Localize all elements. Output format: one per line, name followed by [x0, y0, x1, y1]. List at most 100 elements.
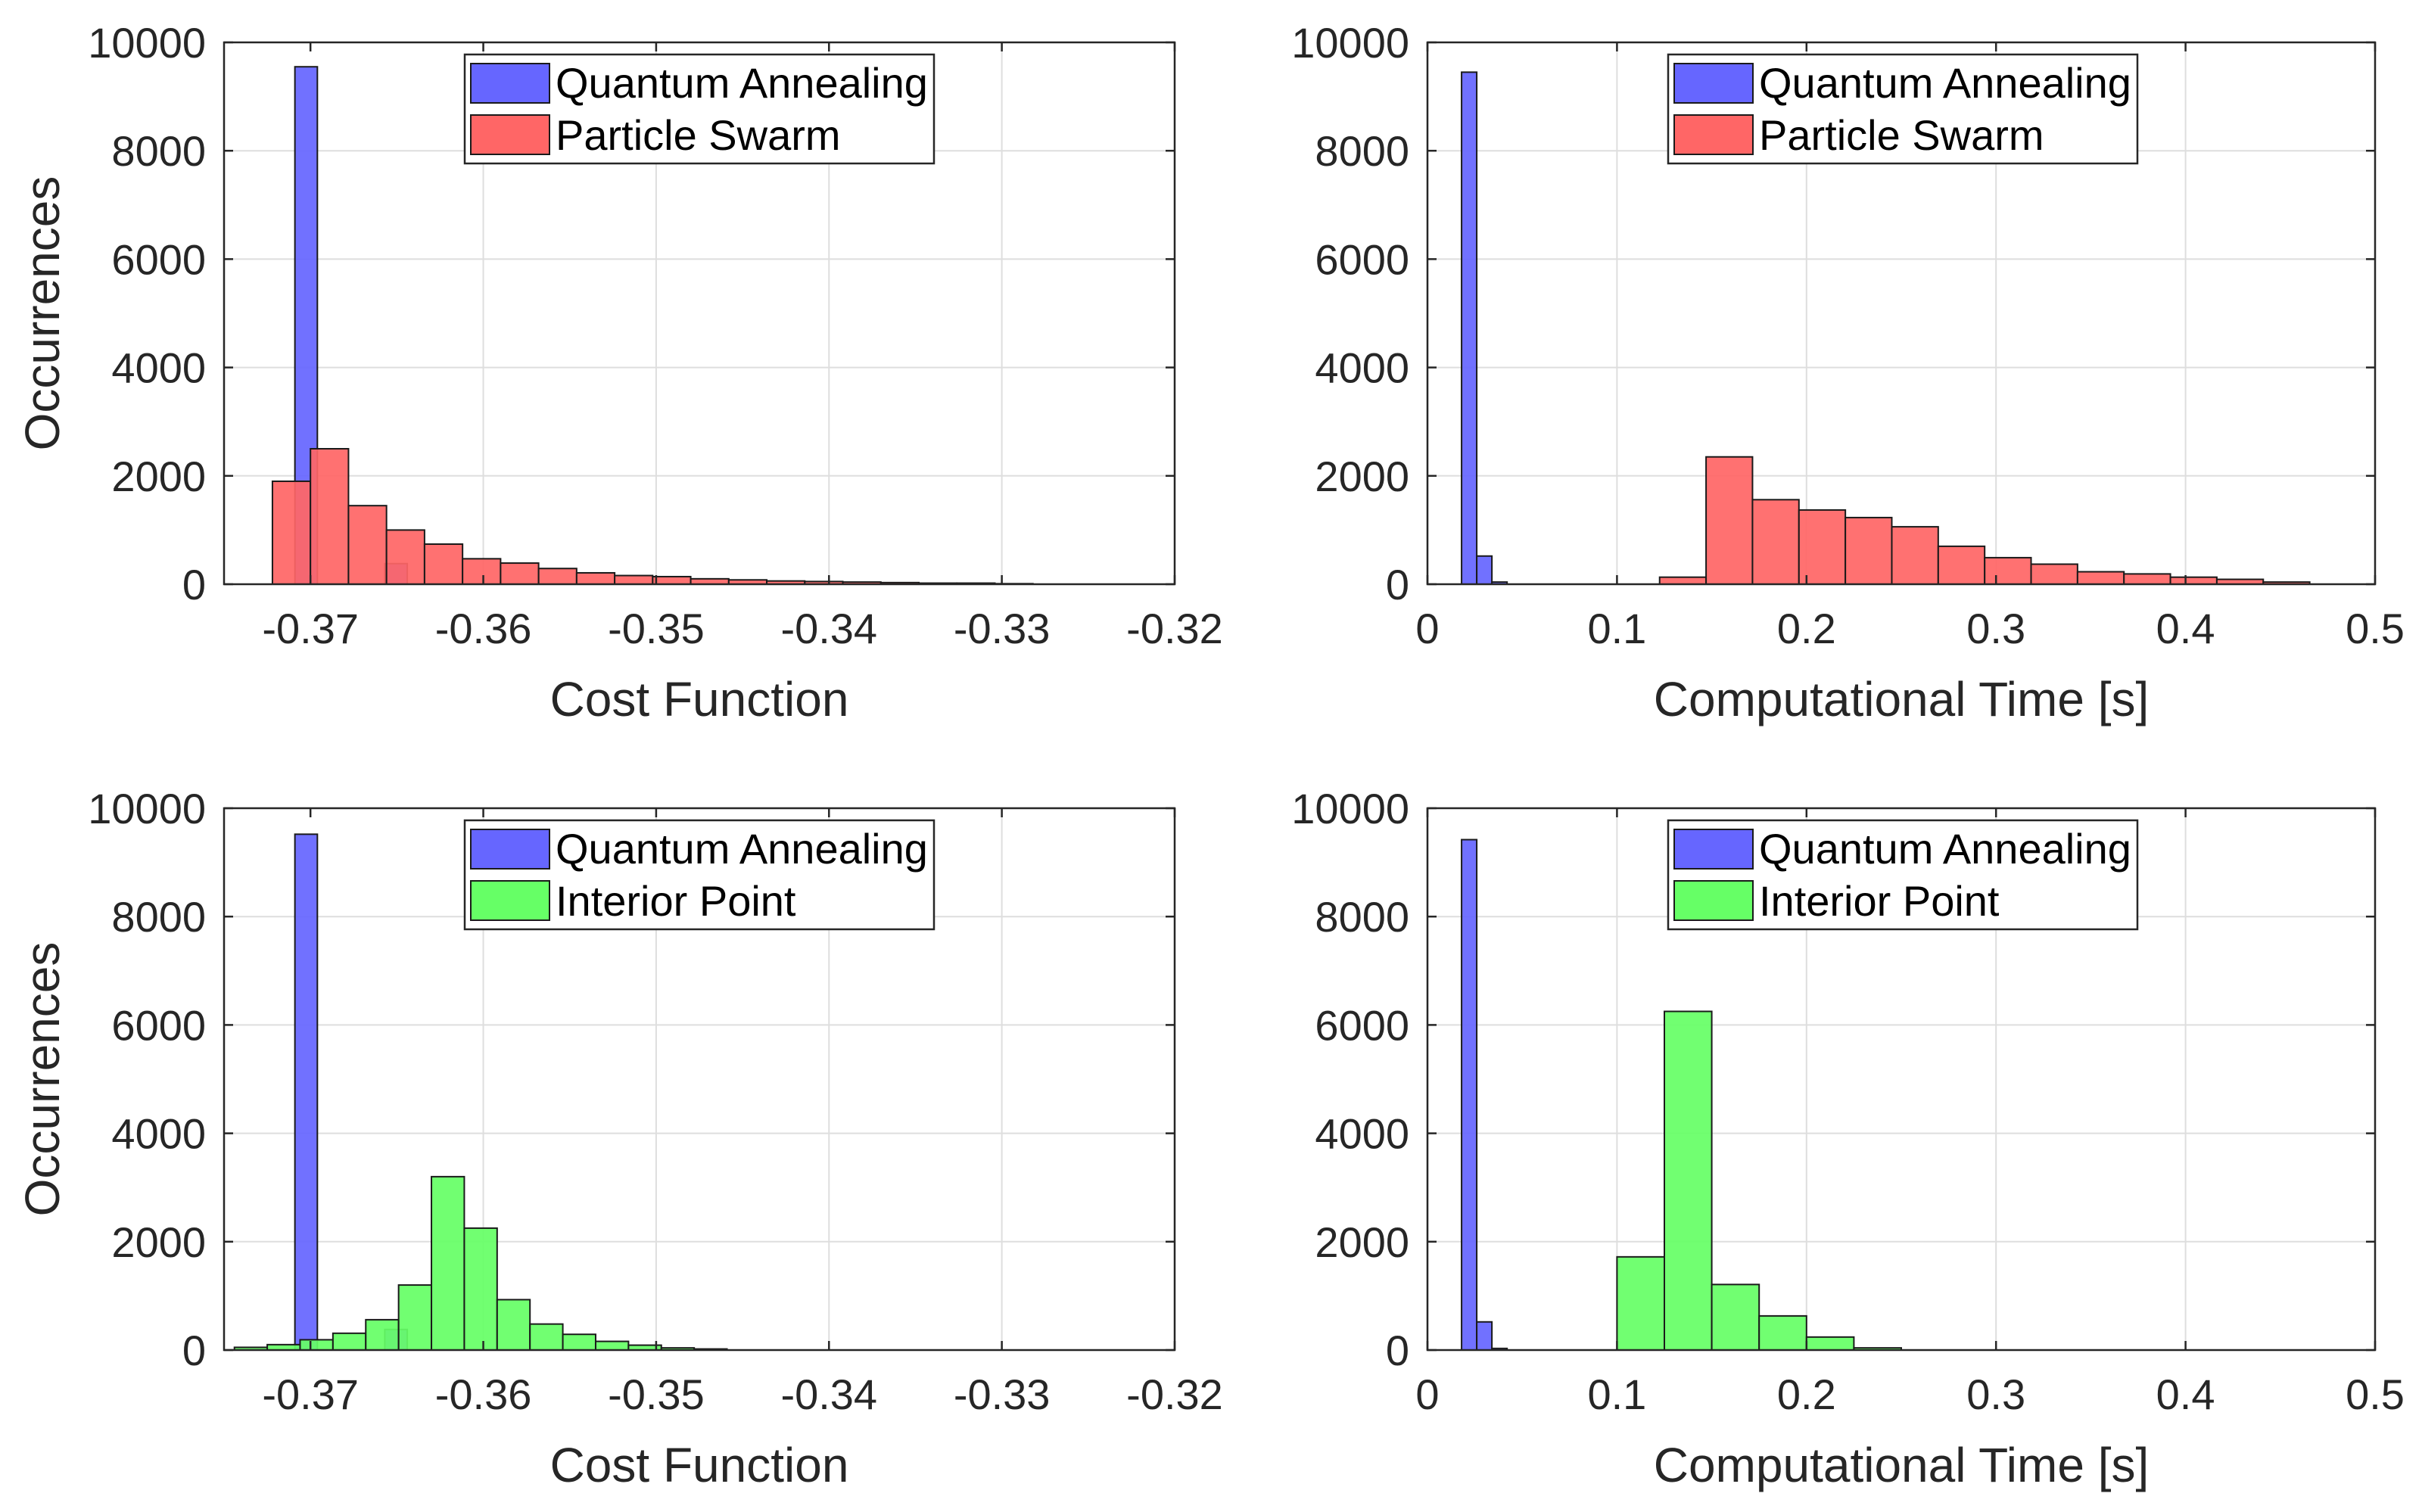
y-tick-label: 2000	[111, 1218, 206, 1266]
legend-label-quantum-annealing: Quantum Annealing	[556, 825, 928, 873]
legend: Quantum Annealing Particle Swarm	[463, 53, 935, 165]
panel-time-interior-point: 0 0.1 0.2 0.3 0.4 0.5 0 2000 4000 6000 8000 10000 C…	[1291, 785, 2405, 1492]
bar-particle-swarm	[1984, 556, 2032, 586]
bar-quantum-annealing	[1476, 1321, 1493, 1351]
axis-ticks: -0.37 -0.36 -0.35 -0.34 -0.33 -0.32 0 2000 4000 6…	[88, 19, 1223, 652]
legend-swatch-interior-point	[1673, 880, 1754, 921]
x-tick-label: 0.2	[1777, 1370, 1836, 1418]
bar-particle-swarm	[1937, 545, 1986, 586]
bar-quantum-annealing	[1476, 555, 1493, 586]
y-tick-label: 2000	[111, 453, 206, 500]
y-tick-label: 6000	[1315, 1001, 1409, 1049]
bar-particle-swarm	[614, 574, 654, 586]
bar-particle-swarm	[310, 448, 350, 585]
y-tick-label: 0	[182, 561, 206, 608]
axes-frame	[223, 41, 1176, 586]
bar-interior-point	[1711, 1283, 1760, 1352]
x-tick-label: -0.35	[608, 1370, 705, 1418]
y-tick-label: 4000	[111, 1110, 206, 1158]
x-tick-label: -0.35	[608, 605, 705, 652]
x-tick-label: 0	[1415, 1370, 1439, 1418]
axes-frame	[1426, 41, 2377, 586]
bar-particle-swarm	[347, 505, 388, 585]
legend-label-interior-point: Interior Point	[1759, 877, 2000, 925]
bars	[271, 66, 1034, 586]
x-tick-label: -0.33	[954, 1370, 1051, 1418]
x-axis-label: Cost Function	[550, 1438, 849, 1492]
legend-swatch-particle-swarm	[1673, 114, 1754, 155]
bar-particle-swarm	[1658, 576, 1708, 586]
y-tick-label: 0	[182, 1327, 206, 1374]
y-tick-label: 10000	[1291, 785, 1409, 832]
bar-particle-swarm	[1751, 499, 1800, 586]
x-axis-label: Computational Time [s]	[1654, 1438, 2150, 1492]
panel-cost-particle-swarm: -0.37 -0.36 -0.35 -0.34 -0.33 -0.32 0 2000 4000 6…	[15, 19, 1223, 726]
bar-particle-swarm	[500, 562, 540, 585]
bar-interior-point	[1664, 1010, 1713, 1351]
y-tick-label: 10000	[88, 785, 206, 832]
y-tick-label: 4000	[111, 344, 206, 392]
y-tick-label: 8000	[111, 127, 206, 175]
bar-interior-point	[365, 1318, 400, 1352]
axis-ticks: -0.37 -0.36 -0.35 -0.34 -0.33 -0.32 0 2000 4000 6…	[88, 785, 1223, 1418]
bar-particle-swarm	[2169, 576, 2218, 586]
x-axis-label: Computational Time [s]	[1654, 672, 2150, 726]
bar-particle-swarm	[2123, 573, 2171, 585]
bars	[233, 833, 728, 1352]
bar-interior-point	[431, 1175, 465, 1351]
bar-interior-point	[397, 1284, 433, 1351]
y-tick-label: 0	[1386, 1327, 1409, 1374]
bars	[1461, 71, 2311, 586]
legend: Quantum Annealing Particle Swarm	[1667, 53, 2139, 165]
x-tick-label: -0.34	[780, 605, 877, 652]
x-tick-label: 0.2	[1777, 605, 1836, 652]
bar-particle-swarm	[423, 543, 464, 585]
panel-cost-interior-point: -0.37 -0.36 -0.35 -0.34 -0.33 -0.32 0 2000 4000 6…	[15, 785, 1223, 1492]
y-tick-label: 6000	[1315, 235, 1409, 283]
axis-ticks: 0 0.1 0.2 0.3 0.4 0.5 0 2000 4000 6000 8000 10000	[1291, 785, 2405, 1418]
y-tick-label: 6000	[111, 1001, 206, 1049]
y-tick-label: 2000	[1315, 1218, 1409, 1266]
bar-interior-point	[299, 1339, 334, 1351]
y-tick-label: 10000	[88, 19, 206, 67]
y-tick-label: 4000	[1315, 344, 1409, 392]
panel-time-particle-swarm: 0 0.1 0.2 0.3 0.4 0.5 0 2000 4000 6000 8000 10000 C…	[1291, 19, 2405, 726]
bar-particle-swarm	[385, 529, 425, 586]
x-tick-label: 0.4	[2156, 605, 2215, 652]
legend-swatch-quantum-annealing	[1673, 63, 1754, 104]
legend-label-particle-swarm: Particle Swarm	[1759, 111, 2044, 159]
bar-particle-swarm	[2030, 563, 2078, 585]
x-tick-label: -0.34	[780, 1370, 877, 1418]
legend-swatch-quantum-annealing	[1673, 829, 1754, 870]
x-tick-label: -0.37	[262, 605, 359, 652]
bar-particle-swarm	[271, 480, 312, 586]
axis-ticks: 0 0.1 0.2 0.3 0.4 0.5 0 2000 4000 6000 8000 10000	[1291, 19, 2405, 652]
bar-particle-swarm	[1891, 526, 1939, 585]
bar-particle-swarm	[462, 558, 502, 586]
legend-label-particle-swarm: Particle Swarm	[556, 111, 841, 159]
bar-particle-swarm	[575, 571, 616, 585]
bar-interior-point	[463, 1227, 498, 1352]
bar-interior-point	[529, 1323, 564, 1351]
x-axis-label: Cost Function	[550, 672, 849, 726]
legend-swatch-interior-point	[470, 880, 550, 921]
x-tick-label: 0.3	[1966, 605, 2025, 652]
x-tick-label: 0.4	[2156, 1370, 2215, 1418]
legend-swatch-quantum-annealing	[470, 63, 550, 104]
legend: Quantum Annealing Interior Point	[463, 819, 935, 931]
x-tick-label: 0.3	[1966, 1370, 2025, 1418]
x-tick-label: 0.5	[2346, 1370, 2405, 1418]
bar-interior-point	[1805, 1336, 1855, 1352]
x-tick-label: 0.1	[1587, 1370, 1646, 1418]
bar-interior-point	[562, 1333, 596, 1351]
y-tick-label: 0	[1386, 561, 1409, 608]
x-tick-label: 0.1	[1587, 605, 1646, 652]
x-tick-label: -0.32	[1126, 605, 1223, 652]
legend-swatch-quantum-annealing	[470, 829, 550, 870]
bar-interior-point	[332, 1332, 367, 1351]
bar-particle-swarm	[1705, 456, 1754, 585]
x-tick-label: 0	[1415, 605, 1439, 652]
legend-label-interior-point: Interior Point	[556, 877, 796, 925]
bar-interior-point	[594, 1340, 630, 1351]
y-tick-label: 2000	[1315, 453, 1409, 500]
